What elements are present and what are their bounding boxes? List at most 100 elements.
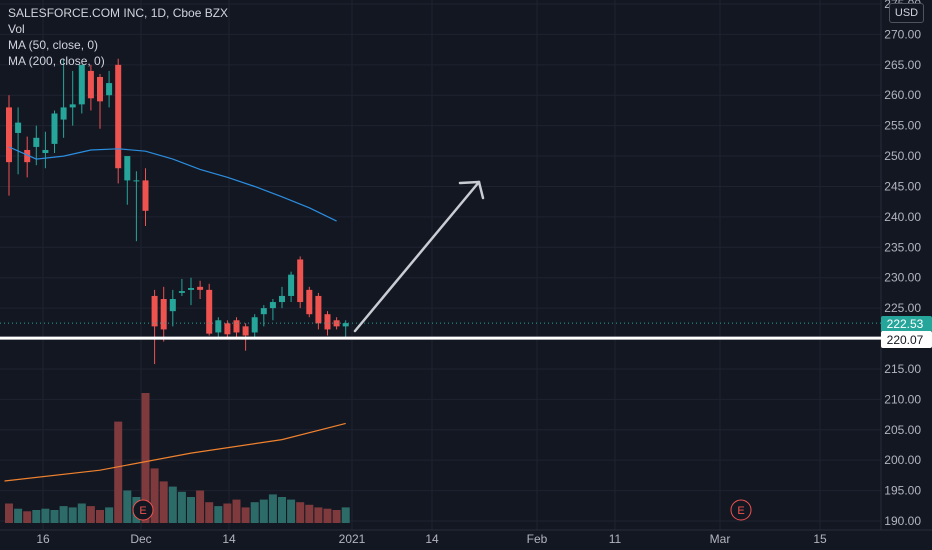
ma200-indicator-label[interactable]: MA (200, close, 0) [8, 53, 228, 69]
support-price-tag: 220.07 [881, 331, 932, 348]
y-tick-label: 270.00 [884, 27, 921, 41]
volume-bar [233, 500, 241, 523]
volume-bar [160, 481, 168, 523]
candle-body [306, 290, 312, 314]
candle-body [124, 156, 130, 180]
candle-body [243, 326, 249, 335]
candle-body [270, 302, 276, 308]
candle-body [179, 291, 185, 293]
currency-badge[interactable]: USD [889, 3, 924, 23]
y-tick-label: 250.00 [884, 149, 921, 163]
candle [261, 305, 267, 326]
volume-indicator-label[interactable]: Vol [8, 21, 228, 37]
ma50-indicator-label[interactable]: MA (50, close, 0) [8, 37, 228, 53]
candle [52, 110, 58, 153]
candle-body [234, 320, 240, 332]
candle-body [106, 83, 112, 95]
volume-ma-line [5, 423, 346, 481]
x-tick-label: 11 [609, 532, 622, 546]
candle [170, 290, 176, 326]
candle-body [33, 138, 39, 147]
last-price-tag: 222.53 [881, 316, 932, 332]
volume-bar [333, 510, 341, 523]
support-price-value: 220.07 [887, 333, 924, 347]
arrow-shaft [355, 182, 479, 331]
candle [115, 59, 121, 184]
candle-body [52, 113, 58, 143]
volume-bar [251, 502, 259, 523]
candle-body [133, 180, 139, 181]
candles [6, 59, 349, 364]
candle [79, 65, 85, 114]
candle-body [315, 296, 321, 323]
candle-body [224, 323, 230, 334]
symbol-title[interactable]: SALESFORCE.COM INC, 1D, Cboe BZX [8, 5, 228, 21]
candle [188, 278, 194, 305]
volume-bar [78, 504, 86, 524]
x-tick-label: Dec [130, 532, 151, 546]
y-tick-label: 245.00 [884, 179, 921, 193]
candle [106, 71, 112, 107]
candle-body [343, 323, 349, 326]
volume-bar [296, 502, 304, 523]
candle [270, 299, 276, 320]
x-tick-label: 16 [36, 532, 50, 546]
candle [15, 107, 21, 174]
x-tick-label: 15 [813, 532, 827, 546]
y-tick-label: 240.00 [884, 210, 921, 224]
volume-bar [278, 497, 286, 523]
candle-body [197, 287, 203, 290]
volume-bar [214, 506, 222, 523]
volume-bar [269, 494, 277, 523]
volume-bar [32, 510, 40, 523]
volume-bar [287, 500, 295, 523]
candle [306, 287, 312, 317]
volume-bar [41, 509, 49, 523]
candle [252, 314, 258, 338]
candle-body [297, 259, 303, 302]
x-axis: 16 Dec 14 2021 14 Feb 11 Mar 15 [36, 532, 827, 546]
volume-bar [69, 507, 77, 523]
volume-bar [242, 507, 250, 523]
candle [97, 74, 103, 129]
volume-bar [314, 507, 322, 523]
candle-body [61, 107, 67, 119]
volume-bar [105, 507, 113, 523]
candle-body [152, 296, 158, 326]
volume-bar [169, 487, 177, 523]
candle [288, 272, 294, 302]
volume-bar [187, 497, 195, 523]
volume-bar [51, 510, 59, 523]
candle-body [252, 317, 258, 332]
candle-body [143, 180, 149, 210]
candle-body [170, 299, 176, 311]
earnings-marker-dec[interactable]: E [133, 500, 153, 520]
candle [152, 290, 158, 364]
y-tick-label: 265.00 [884, 58, 921, 72]
y-tick-label: 230.00 [884, 271, 921, 285]
earnings-marker-mar[interactable]: E [731, 500, 751, 520]
candle [197, 281, 203, 299]
candle [70, 71, 76, 126]
candle-body [325, 314, 331, 329]
y-tick-label: 195.00 [884, 484, 921, 498]
trend-arrow [355, 182, 483, 331]
volume-bar [87, 506, 95, 523]
candle-body [115, 65, 121, 168]
volume-bar [223, 504, 231, 524]
candle [215, 317, 221, 338]
candle [6, 95, 12, 195]
candle-body [279, 296, 285, 302]
candle [124, 156, 130, 205]
candle [297, 256, 303, 308]
volume-bar [5, 504, 13, 524]
candle [343, 320, 349, 338]
candle [88, 65, 94, 111]
volume-bars [5, 393, 350, 523]
earnings-label: E [737, 505, 744, 517]
candle [179, 279, 185, 296]
volume-bar [342, 507, 350, 523]
volume-bar [123, 491, 131, 524]
